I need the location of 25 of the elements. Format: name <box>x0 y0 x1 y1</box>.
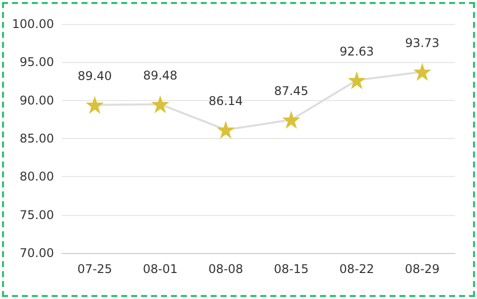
y-tick-label: 90.00 <box>20 93 54 108</box>
y-tick-label: 100.00 <box>12 17 54 31</box>
x-tick-label: 08-29 <box>404 262 440 276</box>
x-tick-label: 07-25 <box>77 262 112 276</box>
x-tick-label: 08-01 <box>142 262 178 276</box>
y-tick-label: 95.00 <box>20 55 54 70</box>
data-label: 89.48 <box>143 68 178 82</box>
y-tick-label: 75.00 <box>20 208 54 222</box>
y-tick-label: 85.00 <box>20 132 54 146</box>
y-tick-label: 80.00 <box>20 170 54 184</box>
x-tick-label: 08-15 <box>274 262 309 276</box>
data-label: 93.73 <box>405 36 440 50</box>
point <box>151 95 170 114</box>
y-tick-label: 70.00 <box>20 246 54 260</box>
point <box>216 120 235 139</box>
x-tick-label: 08-08 <box>208 262 244 276</box>
point <box>413 62 432 81</box>
data-label: 87.45 <box>274 84 308 98</box>
point <box>282 110 300 129</box>
data-label: 86.14 <box>208 94 243 108</box>
data-label: 92.63 <box>340 44 374 58</box>
data-label: 89.40 <box>78 68 112 83</box>
point <box>86 96 104 114</box>
point <box>348 71 366 90</box>
x-tick-label: 08-22 <box>339 262 374 276</box>
